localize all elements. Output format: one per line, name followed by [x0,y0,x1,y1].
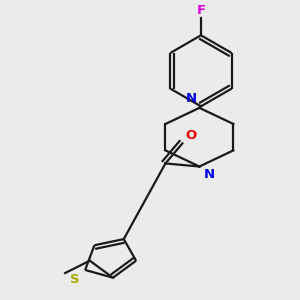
Text: N: N [186,92,197,105]
Text: F: F [196,4,206,17]
Text: N: N [204,168,215,181]
Text: S: S [70,273,80,286]
Text: O: O [185,129,196,142]
